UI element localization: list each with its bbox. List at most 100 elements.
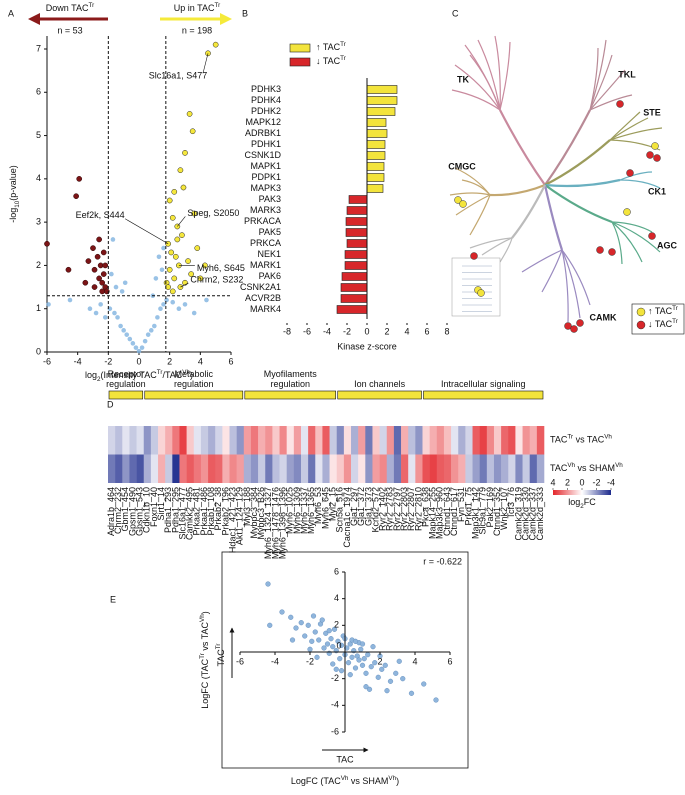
point: [156, 254, 162, 260]
direction-label: Up in TACTr: [174, 2, 220, 13]
text-part: Tr: [214, 2, 220, 9]
colorbar: [553, 490, 611, 495]
text-part: Tr: [672, 318, 678, 325]
text-part: Tr: [157, 369, 163, 376]
point: [169, 214, 176, 221]
heat-cell: [493, 426, 502, 455]
x-tick-label: -4: [271, 656, 279, 666]
heat-cell: [172, 454, 180, 483]
tree-branch: [589, 39, 607, 111]
column-label: Prkaa1_486: [199, 487, 209, 536]
point: [169, 288, 176, 295]
point: [98, 302, 103, 307]
point: [44, 240, 50, 247]
column-label: Cdkn1b_10: [142, 487, 152, 533]
heat-cell: [451, 454, 459, 483]
heat-cell: [472, 426, 480, 455]
heat-cell: [108, 454, 116, 483]
tree-branch: [499, 41, 511, 111]
point: [171, 188, 178, 195]
point: [400, 676, 406, 682]
text-part: Tr: [199, 653, 206, 659]
heat-cell: [165, 454, 173, 483]
column-label: Myl2_15: [328, 487, 338, 521]
column-label: Myh6_1025: [285, 487, 295, 534]
point: [333, 666, 339, 672]
point: [344, 645, 350, 651]
point: [153, 276, 159, 281]
tree-branch: [449, 192, 491, 196]
point: [197, 275, 204, 282]
category-label: PDHK3: [251, 84, 281, 94]
kinase-dot: [626, 169, 634, 177]
bar: [366, 184, 384, 193]
point: [112, 310, 117, 316]
tree-branch: [469, 54, 501, 111]
x-tick-label: 0: [364, 326, 369, 336]
x-tick-label: 6: [424, 326, 429, 336]
x-tick-label: -4: [74, 356, 82, 366]
bar: [346, 239, 368, 248]
column-label: Myh6_1309: [292, 487, 302, 534]
y-arrow-label: TACTr: [215, 643, 226, 666]
column-label: Myh6_1337: [299, 487, 309, 534]
text-part: Down TAC: [46, 3, 89, 13]
tree-branch: [489, 183, 546, 197]
group-bar: [144, 390, 244, 400]
annotation-leader: [180, 282, 189, 288]
column-label: Gja1_372: [356, 487, 366, 526]
bar: [340, 294, 368, 303]
heat-cell: [443, 426, 452, 455]
heat-cell: [508, 454, 516, 483]
heat-cell: [150, 454, 159, 483]
legend-dot: [636, 320, 646, 330]
legend-dot: [636, 307, 646, 317]
point: [172, 253, 179, 260]
point: [109, 271, 114, 277]
column-label: Adra1b_464: [106, 487, 116, 536]
heat-cell: [243, 454, 252, 483]
annotation: Eef2k, S444: [76, 210, 125, 220]
text-part: Tr: [567, 433, 573, 440]
point: [408, 690, 415, 696]
text-part: ↓ TAC: [316, 56, 341, 66]
column-label: Hdac1_421_423: [227, 487, 237, 553]
column-label: Akt1_124_129: [235, 487, 245, 545]
text-part: (Intensity TAC: [101, 370, 158, 380]
heat-cell: [186, 426, 195, 455]
group-bar: [108, 390, 144, 400]
heat-cell: [358, 426, 366, 455]
point: [361, 656, 367, 662]
point: [182, 302, 188, 307]
point: [168, 249, 175, 256]
point: [152, 323, 157, 329]
point: [307, 646, 313, 652]
column-label: Gbm1_454: [120, 487, 130, 532]
heat-cell: [115, 454, 123, 483]
point: [145, 332, 151, 337]
point: [159, 267, 165, 273]
point: [312, 629, 318, 635]
annotation-leader: [202, 53, 209, 74]
point: [305, 622, 311, 628]
point: [130, 341, 136, 346]
point: [182, 150, 188, 156]
x-tick-label: 6: [447, 656, 452, 666]
tree-branch: [609, 127, 663, 141]
heat-cell: [279, 426, 287, 455]
column-label: Slc9a1_779: [478, 487, 488, 535]
kinase-group-label: AGC: [657, 240, 678, 250]
x-axis-label: Kinase z-score: [337, 341, 397, 351]
y-axis-label: LogFC (TACTr vs TACVh): [199, 611, 210, 708]
bar: [336, 305, 368, 314]
text-part: ): [396, 776, 399, 786]
point: [189, 128, 196, 135]
point: [324, 641, 331, 647]
y-tick-label: 6: [36, 87, 41, 97]
heat-cell: [193, 426, 202, 455]
column-label: Slc16a1_477: [177, 487, 187, 540]
point: [102, 262, 109, 269]
heat-cell: [165, 426, 173, 455]
heat-cell: [158, 454, 166, 483]
